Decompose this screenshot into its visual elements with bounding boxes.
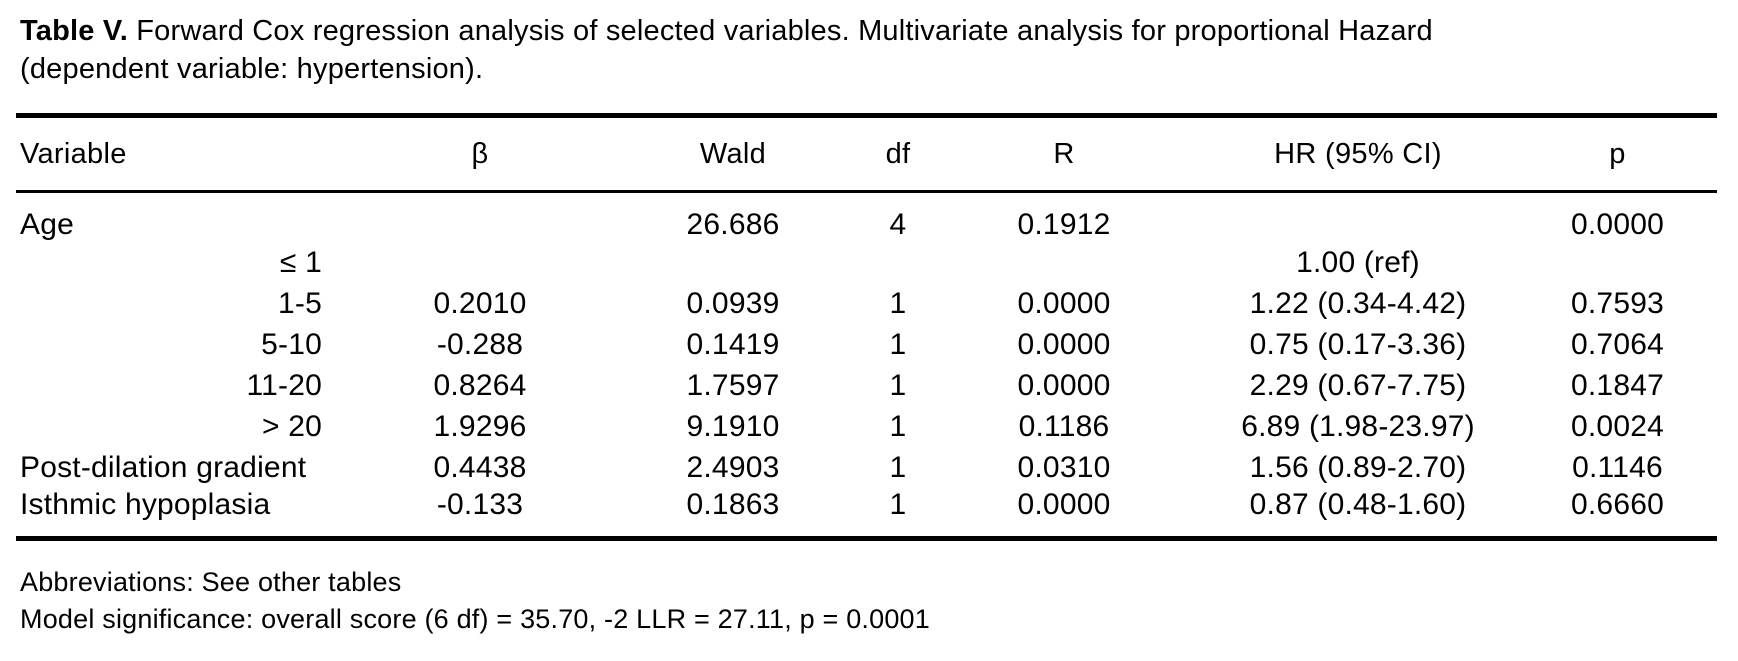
caption-text-line2: (dependent variable: hypertension). xyxy=(20,53,484,85)
regression-table: Variable β Wald df R HR (95% CI) p Age 2… xyxy=(16,113,1717,541)
cell-wald: 9.1910 xyxy=(686,409,780,443)
cell-df: 1 xyxy=(889,368,907,402)
cell-variable: > 20 xyxy=(261,409,322,443)
cell-variable: Isthmic hypoplasia xyxy=(20,488,271,521)
cell-wald xyxy=(600,242,866,283)
cell-hr-ci: 1.56 (0.89-2.70) xyxy=(1249,450,1467,484)
cell-wald: 0.1863 xyxy=(686,488,780,521)
cell-p: 0.0000 xyxy=(1571,208,1664,241)
cell-p: 0.0024 xyxy=(1571,409,1664,443)
table-row: 11-20 0.8264 1.7597 1 0.0000 2.29 (0.67-… xyxy=(16,365,1717,406)
cell-wald: 0.1419 xyxy=(686,327,780,361)
cell-df: 1 xyxy=(889,286,907,320)
cell-p: 0.1146 xyxy=(1572,450,1663,484)
cell-variable: Age xyxy=(20,208,74,241)
cell-hr-ci: 1.22 (0.34-4.42) xyxy=(1249,286,1467,320)
cell-r: 0.0000 xyxy=(1017,488,1111,521)
cell-r: 0.0000 xyxy=(1017,286,1111,320)
table-header: Variable β Wald df R HR (95% CI) p xyxy=(16,115,1717,192)
table-row: ≤ 1 1.00 (ref) xyxy=(16,242,1717,283)
cell-beta xyxy=(360,192,600,243)
cell-r xyxy=(930,242,1198,283)
column-header-r: R xyxy=(1053,137,1075,170)
cell-wald: 1.7597 xyxy=(686,368,780,402)
column-header-variable: Variable xyxy=(20,137,127,170)
cell-hr-ci: 1.00 (ref) xyxy=(1296,245,1420,279)
table-row: Age 26.686 4 0.1912 0.0000 xyxy=(16,192,1717,243)
cell-r: 0.0000 xyxy=(1017,368,1111,402)
column-header-beta: β xyxy=(471,137,489,170)
table-number: Table V. xyxy=(20,15,128,47)
column-header-hr-ci: HR (95% CI) xyxy=(1274,137,1442,170)
cell-beta: 1.9296 xyxy=(433,409,527,443)
table-body: Age 26.686 4 0.1912 0.0000 ≤ 1 1.00 (ref… xyxy=(16,192,1717,539)
table-row: 1-5 0.2010 0.0939 1 0.0000 1.22 (0.34-4.… xyxy=(16,283,1717,324)
table-caption: Table V. Forward Cox regression analysis… xyxy=(20,12,1560,88)
cell-hr-ci: 6.89 (1.98-23.97) xyxy=(1241,409,1475,443)
cell-wald: 2.4903 xyxy=(686,450,780,484)
cell-r: 0.1912 xyxy=(1017,208,1111,241)
cell-beta xyxy=(360,242,600,283)
cell-p: 0.7064 xyxy=(1571,327,1664,361)
cell-r: 0.0000 xyxy=(1017,327,1111,361)
cell-df: 1 xyxy=(889,488,907,521)
column-header-wald: Wald xyxy=(699,137,767,170)
cell-beta: 0.8264 xyxy=(433,368,527,402)
cell-hr-ci: 2.29 (0.67-7.75) xyxy=(1249,368,1467,402)
cell-beta: -0.288 xyxy=(436,327,524,361)
footnote-abbreviations: Abbreviations: See other tables xyxy=(20,567,402,597)
cell-wald: 0.0939 xyxy=(686,286,780,320)
cell-p: 0.6660 xyxy=(1571,488,1664,521)
cell-beta: 0.4438 xyxy=(433,450,527,484)
cell-hr-ci: 0.75 (0.17-3.36) xyxy=(1249,327,1467,361)
cell-variable: 1-5 xyxy=(278,286,322,320)
column-header-df: df xyxy=(885,137,911,170)
cell-df: 1 xyxy=(889,327,907,361)
cell-hr-ci xyxy=(1198,192,1518,243)
cell-r: 0.1186 xyxy=(1018,409,1110,443)
footnotes: Abbreviations: See other tables Model si… xyxy=(20,564,930,638)
table-row: Post-dilation gradient 0.4438 2.4903 1 0… xyxy=(16,447,1717,488)
cell-beta: 0.2010 xyxy=(433,286,527,320)
caption-text-line1: Forward Cox regression analysis of selec… xyxy=(136,15,1433,47)
cell-p: 0.7593 xyxy=(1571,286,1664,320)
table-row: Isthmic hypoplasia -0.133 0.1863 1 0.000… xyxy=(16,488,1717,539)
footnote-model-significance: Model significance: overall score (6 df)… xyxy=(20,604,930,634)
cell-wald: 26.686 xyxy=(686,208,780,241)
cell-p xyxy=(1518,242,1717,283)
column-header-p: p xyxy=(1609,137,1626,170)
header-row: Variable β Wald df R HR (95% CI) p xyxy=(16,115,1717,192)
cell-beta: -0.133 xyxy=(436,488,524,521)
cell-r: 0.0310 xyxy=(1017,450,1111,484)
cell-df xyxy=(866,242,930,283)
cell-variable: Post-dilation gradient xyxy=(20,450,307,484)
cell-df: 1 xyxy=(889,450,907,484)
cell-variable: 11-20 xyxy=(246,368,322,402)
cell-df: 1 xyxy=(889,409,907,443)
cell-variable: ≤ 1 xyxy=(279,245,322,279)
cell-p: 0.1847 xyxy=(1571,368,1664,402)
cell-hr-ci: 0.87 (0.48-1.60) xyxy=(1249,488,1467,521)
cell-df: 4 xyxy=(889,208,907,241)
table-row: > 20 1.9296 9.1910 1 0.1186 6.89 (1.98-2… xyxy=(16,406,1717,447)
cell-variable: 5-10 xyxy=(261,327,322,361)
table-row: 5-10 -0.288 0.1419 1 0.0000 0.75 (0.17-3… xyxy=(16,324,1717,365)
